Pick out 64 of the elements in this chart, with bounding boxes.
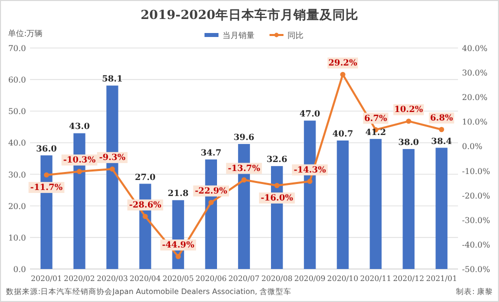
- y-tick-label: 10.0: [8, 233, 26, 242]
- data-label: -22.9%: [194, 186, 228, 196]
- point: [76, 168, 82, 174]
- bar: [402, 149, 415, 269]
- point: [208, 200, 214, 206]
- y-axis-title: 单位:万辆: [8, 29, 43, 38]
- y2-tick-label: 0.0%: [462, 142, 483, 152]
- bar: [436, 148, 448, 269]
- data-label: -9.3%: [99, 153, 126, 164]
- legend-label: 同比: [288, 31, 304, 40]
- data-label: 47.0: [299, 110, 320, 120]
- y2-tick-label: 40.0%: [462, 44, 488, 53]
- point: [110, 166, 115, 172]
- data-label: 32.6: [266, 155, 288, 166]
- data-label: 21.8: [168, 189, 189, 200]
- y2-tick-label: -30.0%: [462, 216, 491, 225]
- y-tick-label: 0.0: [13, 265, 26, 274]
- y2-tick-label: 30.0%: [462, 68, 488, 78]
- y-tick-label: 50.0: [8, 107, 26, 116]
- data-label: 10.2%: [394, 105, 424, 116]
- data-label: -28.6%: [129, 200, 162, 210]
- data-label: 6.7%: [364, 114, 388, 124]
- data-label: 40.7: [332, 130, 354, 140]
- data-label: 38.0: [398, 138, 420, 148]
- data-label: 27.0: [134, 172, 156, 183]
- y2-tick-label: 20.0%: [462, 93, 488, 102]
- data-label: 6.8%: [430, 114, 453, 124]
- bar: [336, 140, 349, 269]
- point: [307, 178, 312, 184]
- point: [406, 118, 412, 124]
- data-label: -11.7%: [30, 182, 63, 193]
- y-tick-label: 30.0: [8, 170, 26, 180]
- data-label: -16.0%: [260, 194, 294, 204]
- y2-tick-label: -50.0%: [462, 265, 491, 274]
- data-label: 43.0: [69, 122, 90, 132]
- point: [438, 126, 444, 132]
- data-label: 39.6: [234, 132, 254, 143]
- y2-tick-label: -20.0%: [462, 191, 491, 200]
- data-label: 38.4: [431, 136, 452, 147]
- point: [241, 177, 247, 182]
- data-label: -10.3%: [63, 156, 96, 166]
- data-label: -14.3%: [294, 165, 326, 176]
- chart-title: 2019-2020年日本车市月销量及同比: [140, 7, 358, 22]
- data-label: 29.2%: [328, 58, 358, 69]
- y-tick-label: 60.0: [8, 76, 26, 85]
- y2-tick-label: -10.0%: [462, 166, 491, 176]
- bar: [370, 138, 382, 269]
- point: [340, 72, 346, 78]
- point: [274, 182, 280, 188]
- data-label: 36.0: [36, 144, 57, 154]
- y-tick-label: 40.0: [8, 138, 26, 148]
- data-label: 58.1: [102, 74, 123, 85]
- data-label: 34.7: [200, 148, 222, 158]
- y-tick-label: 70.0: [8, 44, 26, 53]
- point: [142, 214, 148, 220]
- data-label: -13.7%: [228, 164, 260, 174]
- y2-tick-label: 10.0%: [462, 118, 488, 127]
- data-label: 41.2: [365, 128, 386, 138]
- point: [176, 254, 181, 260]
- legend-label: 当月销量: [222, 31, 254, 40]
- y-tick-label: 20.0: [8, 202, 26, 211]
- y2-tick-label: -40.0%: [462, 240, 491, 250]
- point: [44, 172, 50, 178]
- data-label: -44.9%: [162, 240, 194, 250]
